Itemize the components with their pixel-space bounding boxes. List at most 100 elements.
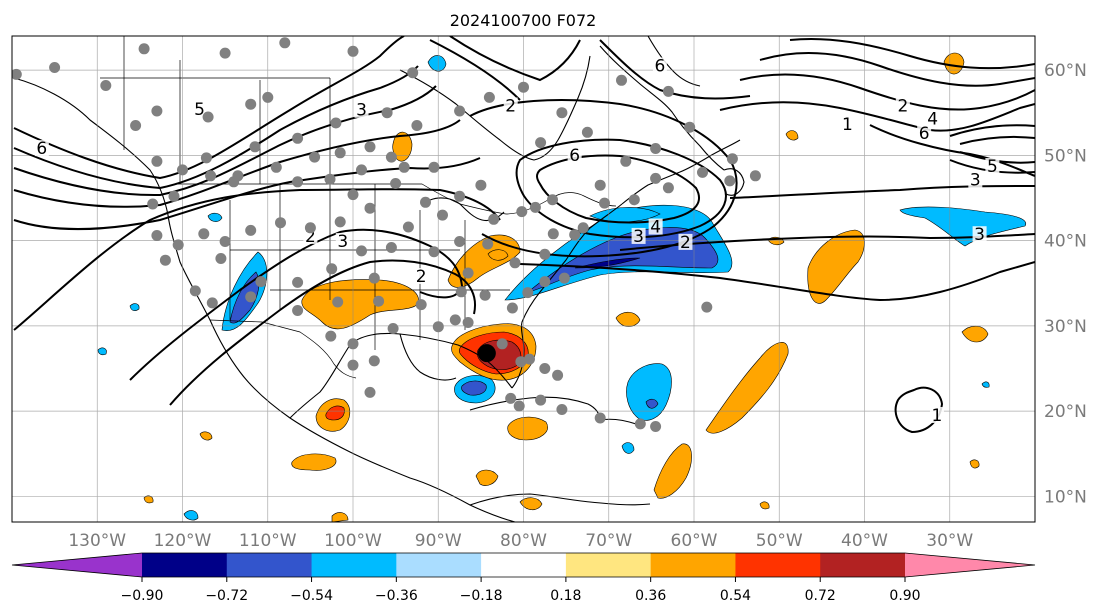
colorbar-segment <box>735 553 821 577</box>
map-frame <box>11 35 1036 523</box>
contour-line-1-southern <box>519 261 1035 302</box>
contour-label-bg <box>968 171 983 188</box>
station-marker <box>205 170 217 182</box>
station-marker <box>292 176 304 188</box>
station-marker <box>215 253 227 264</box>
station-marker <box>509 257 521 269</box>
colorbar-segment <box>481 553 567 577</box>
station-marker <box>411 120 423 131</box>
lon-label: 60°W <box>671 531 718 551</box>
station-marker <box>513 400 525 412</box>
contour-label-bg <box>652 57 667 74</box>
station-marker <box>454 236 466 247</box>
contour-line-low-5 <box>449 36 581 82</box>
lat-label: 50°N <box>1044 146 1087 166</box>
station-marker <box>432 321 444 333</box>
station-marker <box>599 197 610 209</box>
station-marker <box>385 242 397 253</box>
station-marker <box>516 206 528 218</box>
station-marker <box>334 147 346 159</box>
station-marker <box>228 176 240 188</box>
lat-label: 40°N <box>1044 232 1087 252</box>
station-marker <box>292 276 304 288</box>
shade-orange-mid-atlantic <box>615 311 641 327</box>
station-marker <box>385 151 397 163</box>
colorbar-segment <box>650 553 736 577</box>
colorbar-segment <box>226 553 313 577</box>
shade-blue-ocean-1 <box>427 55 447 72</box>
contour-label-bg <box>929 406 944 423</box>
station-marker <box>496 338 508 350</box>
shade-orange-ocean-8 <box>331 512 349 522</box>
lon-label: 90°W <box>415 531 462 551</box>
shade-orange-colombia <box>475 469 499 486</box>
contour-label: 6 <box>36 139 47 159</box>
shade-blue-dark-caribbean <box>645 398 659 409</box>
colorbar-tick-label: 0.54 <box>720 588 751 604</box>
station-marker <box>650 143 662 154</box>
contour-label-bg <box>895 97 910 114</box>
shade-orange-ocean-3 <box>785 130 799 141</box>
station-marker <box>454 105 466 117</box>
station-marker <box>482 238 494 250</box>
station-marker <box>539 276 551 288</box>
station-marker <box>206 297 218 309</box>
contour-label: 5 <box>987 157 998 177</box>
station-marker <box>100 80 112 91</box>
coast-greenland <box>647 36 701 87</box>
contour-line-closed-3 <box>869 124 1035 177</box>
colorbar-segment <box>142 553 228 577</box>
contour-line-3-west <box>13 119 461 208</box>
station-marker <box>245 291 257 303</box>
station-marker <box>364 386 376 398</box>
station-marker <box>309 151 321 163</box>
station-marker <box>539 363 551 374</box>
lon-label: 110°W <box>239 531 297 551</box>
latitude-labels: 60°N 50°N 40°N 30°N 20°N 10°N <box>1044 61 1087 507</box>
station-marker <box>249 141 261 153</box>
station-marker <box>398 161 410 173</box>
station-marker <box>12 68 22 80</box>
station-marker <box>324 173 336 185</box>
shade-blue-dark-southwest <box>229 271 260 324</box>
coast-new-england <box>621 139 741 205</box>
contour-label-bg <box>648 218 663 235</box>
shade-orange-ocean-4 <box>199 431 213 441</box>
shade-orange-lesser-antilles <box>653 443 692 499</box>
station-marker <box>535 137 547 149</box>
lat-label: 30°N <box>1044 317 1087 337</box>
contour-label-bg <box>567 146 582 163</box>
shade-orange-ocean-5 <box>143 495 154 504</box>
shade-orange-ocean-6 <box>969 459 980 469</box>
station-marker <box>428 246 440 258</box>
contour-label: 2 <box>416 267 427 287</box>
station-marker <box>402 221 414 233</box>
contour-line-2-west <box>13 157 481 230</box>
shade-blue-dark-gulf <box>461 380 487 396</box>
contour-label: 4 <box>650 218 661 238</box>
station-marker <box>577 222 589 234</box>
station-marker <box>407 67 419 79</box>
contour-line-north-atlantic-1 <box>719 101 1035 132</box>
station-marker <box>515 356 527 368</box>
shade-blue-ocean-3 <box>129 303 140 311</box>
station-marker <box>373 295 385 307</box>
colorbar-tick-label: 0.72 <box>805 588 836 604</box>
station-marker <box>219 47 231 59</box>
contour-label: 2 <box>505 96 516 116</box>
colorbar-segment <box>396 553 482 577</box>
contour-label: 2 <box>680 233 691 253</box>
colorbar-tick-label: 0.90 <box>889 588 920 604</box>
station-marker <box>387 323 399 334</box>
station-marker <box>219 236 231 247</box>
longitude-labels: 130°W 120°W 110°W 100°W 90°W 80°W 70°W 60°W 50°W… <box>68 531 973 551</box>
contour-label: 5 <box>194 100 205 120</box>
station-marker <box>650 172 662 184</box>
contour-label-bg <box>840 116 855 133</box>
station-marker <box>628 194 640 206</box>
station-marker <box>347 359 359 371</box>
station-marker <box>616 74 627 86</box>
lon-label: 70°W <box>585 531 632 551</box>
station-marker <box>420 196 431 208</box>
contour-line-north-atlantic-4 <box>789 37 1035 70</box>
